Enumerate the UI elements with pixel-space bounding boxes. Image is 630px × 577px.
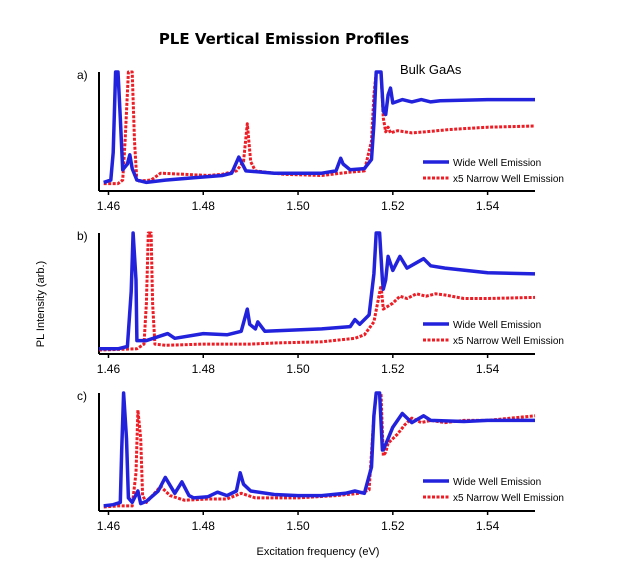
x-tick-label: 1.52 — [381, 519, 405, 533]
x-tick-label: 1.52 — [381, 199, 405, 213]
y-axis-label: PL Intensity (arb.) — [35, 261, 47, 347]
x-tick-label: 1.48 — [192, 519, 216, 533]
narrow-well-series-line — [103, 391, 536, 509]
panel-label: c) — [77, 389, 87, 403]
x-tick-label: 1.50 — [286, 362, 310, 376]
legend-label-narrow: x5 Narrow Well Emission — [453, 174, 564, 185]
x-tick-label: 1.54 — [476, 519, 500, 533]
panel-3: 1.46 1.48 1.50 1.52 1.54 c) Wide Well Emission… — [77, 389, 564, 533]
legend-label-wide: Wide Well Emission — [453, 320, 541, 331]
legend-label-narrow: x5 Narrow Well Emission — [453, 493, 564, 504]
x-tick-label: 1.46 — [97, 519, 121, 533]
wide-well-series-line — [99, 231, 536, 351]
chart-panels: 1.46 1.48 1.50 1.52 1.54 a) Wide Well Emission… — [77, 68, 564, 533]
legend-label-wide: Wide Well Emission — [453, 477, 541, 488]
narrow-well-series-line — [98, 231, 536, 352]
chart-title: PLE Vertical Emission Profiles — [159, 30, 409, 48]
legend-label-narrow: x5 Narrow Well Emission — [453, 336, 564, 347]
panel-label: b) — [77, 229, 88, 243]
x-tick-label: 1.50 — [286, 199, 310, 213]
x-tick-label: 1.48 — [192, 362, 216, 376]
x-tick-label: 1.54 — [476, 199, 500, 213]
x-axis-label: Excitation frequency (eV) — [257, 546, 380, 558]
panel-2: 1.46 1.48 1.50 1.52 1.54 b) Wide Well Emission… — [77, 229, 564, 376]
panel-label: a) — [77, 68, 88, 82]
x-tick-label: 1.46 — [97, 199, 121, 213]
panel-1: 1.46 1.48 1.50 1.52 1.54 a) Wide Well Emission… — [77, 68, 564, 213]
x-tick-label: 1.54 — [476, 362, 500, 376]
bulk-gaas-annotation: Bulk GaAs — [400, 62, 462, 77]
x-tick-label: 1.52 — [381, 362, 405, 376]
x-tick-label: 1.48 — [192, 199, 216, 213]
legend-label-wide: Wide Well Emission — [453, 158, 541, 169]
wide-well-series-line — [103, 391, 535, 508]
x-tick-label: 1.46 — [97, 362, 121, 376]
x-tick-label: 1.50 — [286, 519, 310, 533]
wide-well-series-line — [103, 70, 535, 185]
